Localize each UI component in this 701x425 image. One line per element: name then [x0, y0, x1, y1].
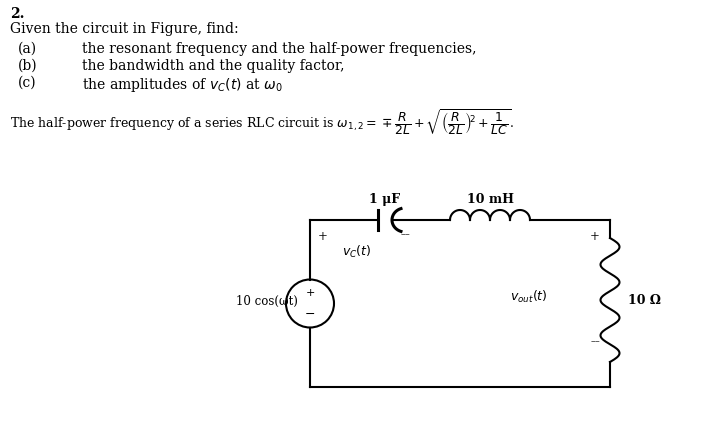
Text: (c): (c) [18, 76, 36, 90]
Text: ––: –– [590, 337, 600, 346]
Text: ––: –– [401, 230, 411, 239]
Text: +: + [306, 289, 315, 298]
Text: 1 μF: 1 μF [369, 193, 400, 206]
Text: (b): (b) [18, 59, 38, 73]
Text: $v_{out}(t)$: $v_{out}(t)$ [510, 289, 548, 305]
Text: −: − [305, 308, 315, 321]
Text: $v_C(t)$: $v_C(t)$ [342, 244, 372, 260]
Text: 10 mH: 10 mH [466, 193, 514, 206]
Text: the bandwidth and the quality factor,: the bandwidth and the quality factor, [82, 59, 344, 73]
Text: +: + [318, 230, 328, 243]
Text: 2.: 2. [10, 7, 25, 21]
Text: 10 cos(ωt): 10 cos(ωt) [236, 295, 298, 308]
Text: 10 Ω: 10 Ω [628, 294, 661, 306]
Text: The half-power frequency of a series RLC circuit is $\omega_{1,2} = \mp\dfrac{R}: The half-power frequency of a series RLC… [10, 107, 515, 137]
Text: (a): (a) [18, 42, 37, 56]
Text: +: + [590, 230, 600, 243]
Text: the amplitudes of $v_C(t)$ at $\omega_0$: the amplitudes of $v_C(t)$ at $\omega_0$ [82, 76, 283, 94]
Text: Given the circuit in Figure, find:: Given the circuit in Figure, find: [10, 22, 238, 36]
Text: the resonant frequency and the half-power frequencies,: the resonant frequency and the half-powe… [82, 42, 477, 56]
